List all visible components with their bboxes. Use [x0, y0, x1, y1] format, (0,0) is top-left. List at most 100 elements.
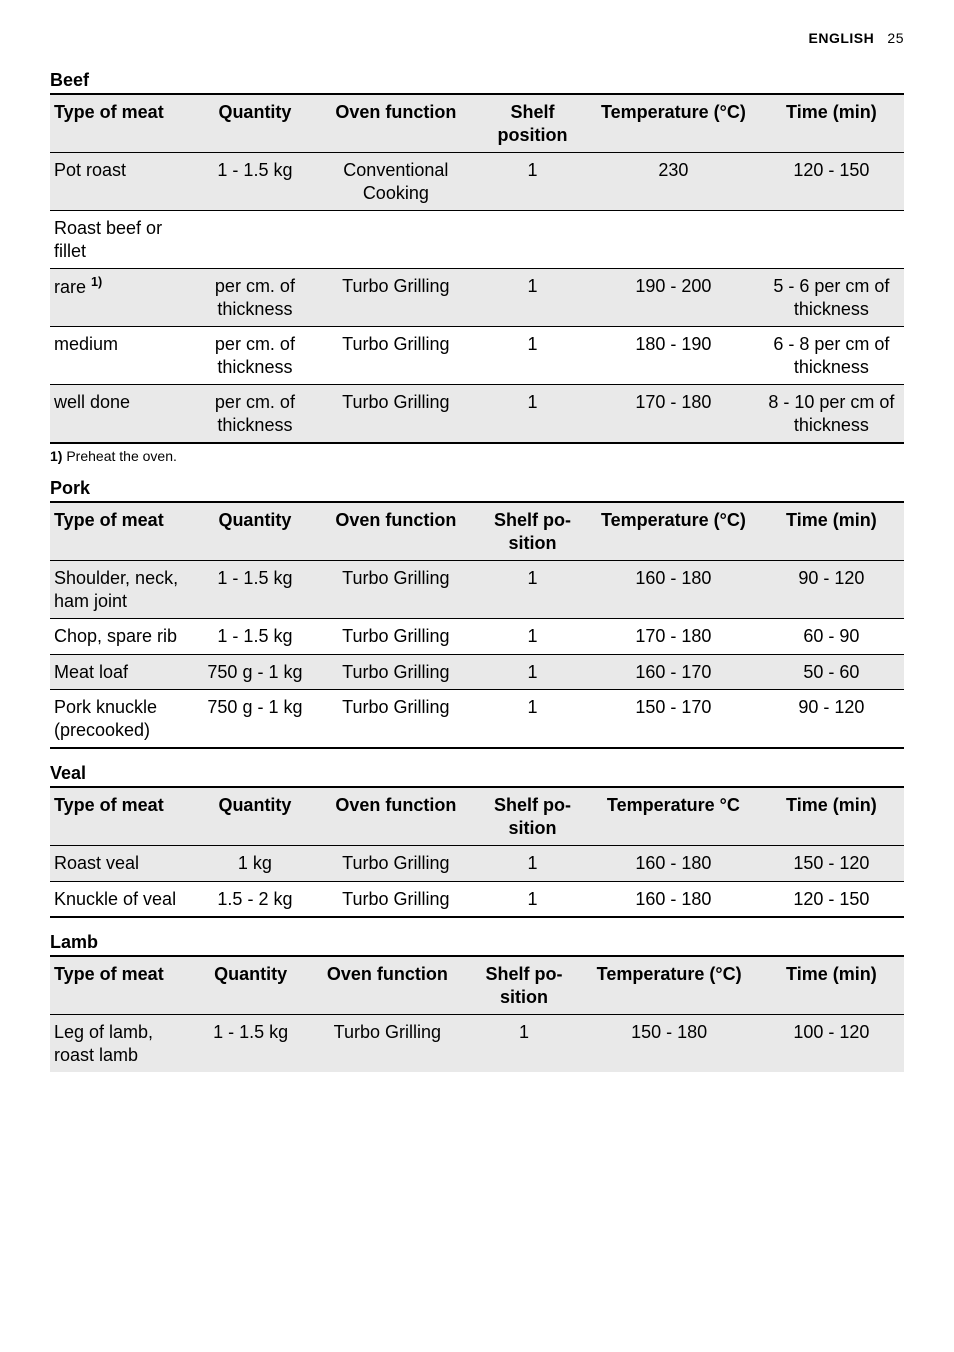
table-cell: 1	[477, 619, 588, 655]
table-cell: 750 g - 1 kg	[195, 690, 315, 749]
table-cell: 750 g - 1 kg	[195, 654, 315, 690]
table-cell: 100 - 120	[759, 1015, 904, 1073]
table-cell	[315, 211, 477, 269]
table-cell: 1 - 1.5 kg	[195, 153, 315, 211]
table-cell: Chop, spare rib	[50, 619, 195, 655]
table-cell: 1 kg	[195, 846, 315, 882]
table-row: Shoulder, neck, ham joint1 - 1.5 kgTurbo…	[50, 561, 904, 619]
column-header: Quanti­ty	[195, 956, 306, 1015]
table-cell: 180 - 190	[588, 327, 759, 385]
table-cell: 90 - 120	[759, 561, 904, 619]
table-cell: 160 - 180	[588, 881, 759, 917]
table-cell: 1	[477, 654, 588, 690]
table-cell: Conventional Cooking	[315, 153, 477, 211]
table-cell: 1	[477, 690, 588, 749]
table-cell: Knuckle of veal	[50, 881, 195, 917]
table-cell: Leg of lamb, roast lamb	[50, 1015, 195, 1073]
column-header: Shelf po­sition	[477, 787, 588, 846]
table-cell: 1	[477, 846, 588, 882]
table-cell: well done	[50, 385, 195, 444]
column-header: Temperature (°C)	[588, 502, 759, 561]
table-row: Knuckle of veal1.5 - 2 kgTurbo Grill­ing…	[50, 881, 904, 917]
table-cell: 1	[468, 1015, 579, 1073]
table-row: Roast veal1 kgTurbo Grill­ing1160 - 1801…	[50, 846, 904, 882]
table-row: well doneper cm. of thick­nessTurbo Gril…	[50, 385, 904, 444]
table-cell: 160 - 180	[588, 846, 759, 882]
table-cell: 8 - 10 per cm of thickness	[759, 385, 904, 444]
header-page: 25	[887, 30, 904, 46]
table-row: Pot roast1 - 1.5 kgConventional Cooking 1…	[50, 153, 904, 211]
column-header: Quantity	[195, 94, 315, 153]
footnote: 1) Preheat the oven.	[50, 448, 904, 464]
table-cell: 90 - 120	[759, 690, 904, 749]
table-cell	[195, 211, 315, 269]
table-cell: Turbo Grill­ing	[315, 881, 477, 917]
table-cell: Turbo Grill­ing	[306, 1015, 468, 1073]
table-cell: 1 - 1.5 kg	[195, 561, 315, 619]
table-cell: 170 - 180	[588, 619, 759, 655]
table-cell	[759, 211, 904, 269]
cooking-table: Type of meatQuantityOven func­tionShelf …	[50, 501, 904, 749]
section-title: Veal	[50, 763, 904, 784]
table-cell: rare 1)	[50, 269, 195, 327]
column-header: Time (min)	[759, 787, 904, 846]
table-cell: 1	[477, 269, 588, 327]
table-cell: medium	[50, 327, 195, 385]
table-cell	[477, 211, 588, 269]
table-cell: 120 - 150	[759, 881, 904, 917]
column-header: Time (min)	[759, 956, 904, 1015]
section-title: Pork	[50, 478, 904, 499]
table-cell: per cm. of thick­ness	[195, 327, 315, 385]
column-header: Oven func­tion	[315, 94, 477, 153]
table-cell: 50 - 60	[759, 654, 904, 690]
column-header: Type of meat	[50, 956, 195, 1015]
table-cell: 6 - 8 per cm of thickness	[759, 327, 904, 385]
table-cell: 170 - 180	[588, 385, 759, 444]
table-cell	[588, 211, 759, 269]
table-cell: 150 - 170	[588, 690, 759, 749]
table-row: rare 1)per cm. of thick­nessTurbo Grill­…	[50, 269, 904, 327]
table-cell: Turbo Grill­ing	[315, 654, 477, 690]
table-cell: Turbo Grill­ing	[315, 385, 477, 444]
table-row: Chop, spare rib1 - 1.5 kgTurbo Grill­ing…	[50, 619, 904, 655]
table-cell: 1 - 1.5 kg	[195, 619, 315, 655]
column-header: Quantity	[195, 787, 315, 846]
table-row: Leg of lamb, roast lamb1 - 1.5 kgTurbo G…	[50, 1015, 904, 1073]
table-cell: Turbo Grill­ing	[315, 269, 477, 327]
table-row: Pork knuck­le (pre­cooked)750 g - 1 kgTu…	[50, 690, 904, 749]
column-header: Oven func­tion	[315, 502, 477, 561]
page-header: ENGLISH 25	[50, 30, 904, 46]
table-cell: 120 - 150	[759, 153, 904, 211]
cooking-table: Type of meatQuanti­tyOven func­tionShelf…	[50, 955, 904, 1072]
column-header: Shelf po­sition	[468, 956, 579, 1015]
column-header: Temperature (°C)	[588, 94, 759, 153]
table-cell: 160 - 180	[588, 561, 759, 619]
table-row: mediumper cm. of thick­nessTurbo Grill­i…	[50, 327, 904, 385]
column-header: Temperature (°C)	[579, 956, 758, 1015]
table-cell: Pot roast	[50, 153, 195, 211]
column-header: Oven func­tion	[315, 787, 477, 846]
table-cell: 1	[477, 385, 588, 444]
table-cell: 190 - 200	[588, 269, 759, 327]
table-row: Meat loaf750 g - 1 kgTurbo Grill­ing1160…	[50, 654, 904, 690]
column-header: Time (min)	[759, 502, 904, 561]
column-header: Type of meat	[50, 787, 195, 846]
cooking-table: Type of meatQuantityOven func­tionShelf …	[50, 786, 904, 918]
table-cell: 1	[477, 327, 588, 385]
table-cell: Meat loaf	[50, 654, 195, 690]
column-header: Type of meat	[50, 94, 195, 153]
table-cell: per cm. of thick­ness	[195, 385, 315, 444]
table-cell: Roast veal	[50, 846, 195, 882]
table-cell: 160 - 170	[588, 654, 759, 690]
table-cell: Turbo Grill­ing	[315, 619, 477, 655]
table-cell: 1.5 - 2 kg	[195, 881, 315, 917]
table-cell: 150 - 120	[759, 846, 904, 882]
header-lang: ENGLISH	[809, 30, 875, 46]
section-title: Beef	[50, 70, 904, 91]
table-cell: 230	[588, 153, 759, 211]
table-cell: 1 - 1.5 kg	[195, 1015, 306, 1073]
column-header: Quantity	[195, 502, 315, 561]
column-header: Shelf position	[477, 94, 588, 153]
section-title: Lamb	[50, 932, 904, 953]
table-cell: Turbo Grill­ing	[315, 561, 477, 619]
